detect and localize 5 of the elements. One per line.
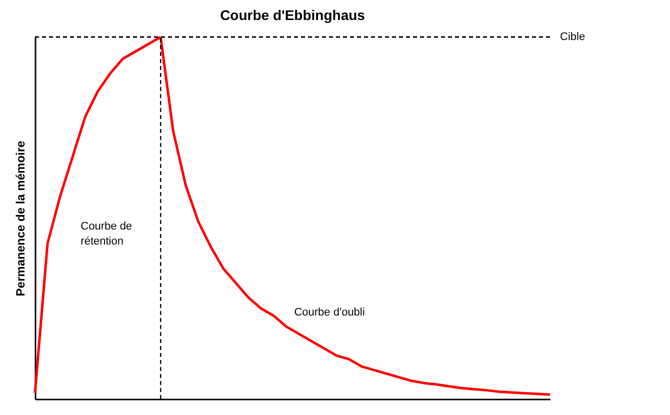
chart-title: Courbe d'Ebbinghaus — [220, 7, 366, 23]
ref-line-label: Cible — [560, 31, 586, 43]
y-axis-title: Permanence de la mémoire — [14, 140, 28, 296]
series-label: Courbe d'oubli — [294, 306, 365, 319]
text: Courbe de rétention — [80, 220, 132, 248]
